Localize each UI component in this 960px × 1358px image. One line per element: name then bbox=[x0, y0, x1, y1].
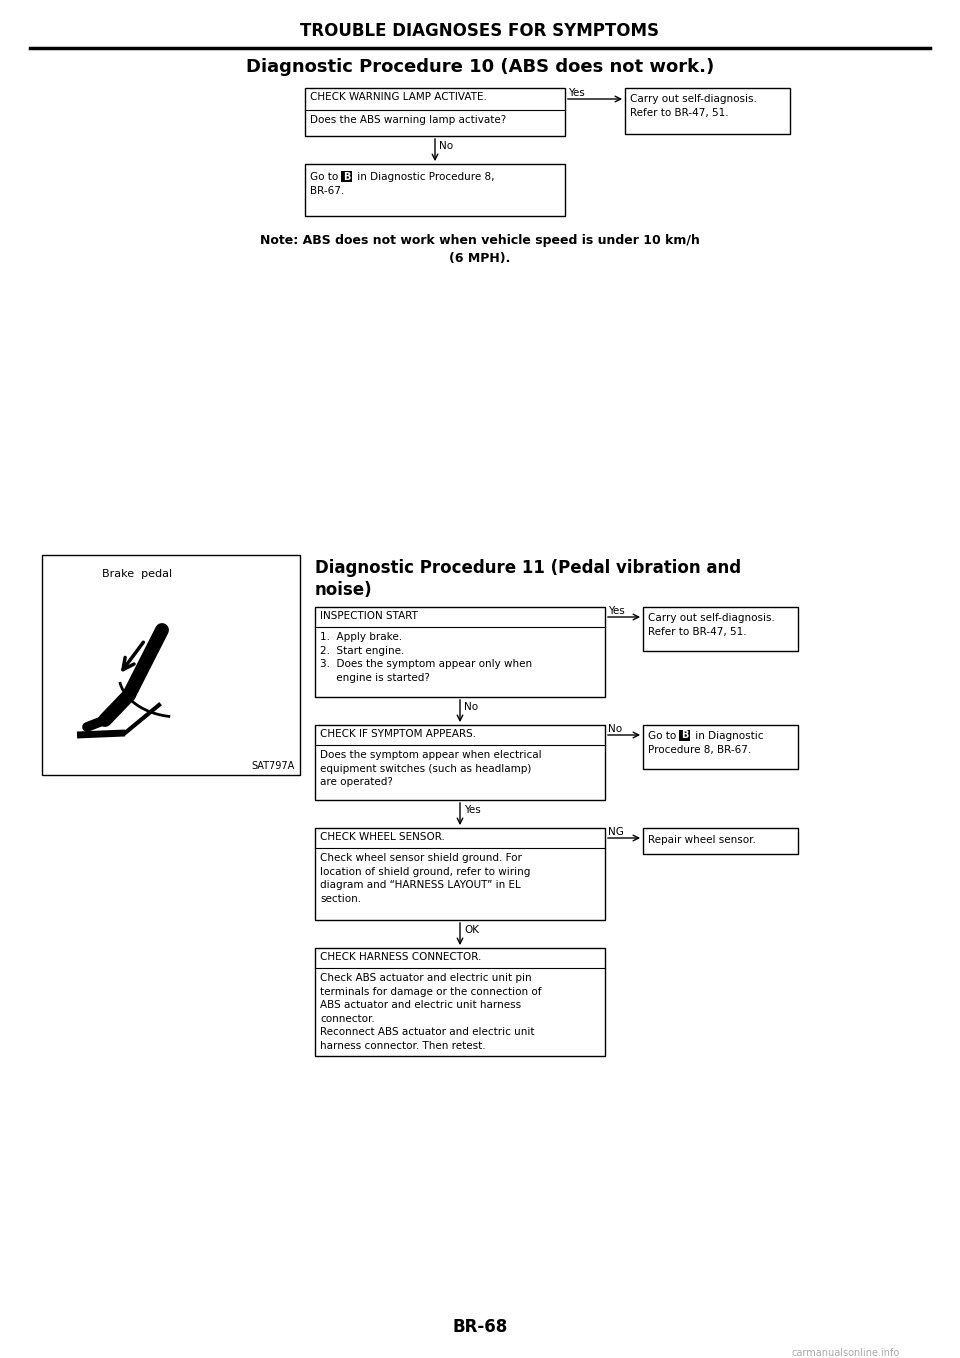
Text: OK: OK bbox=[464, 925, 479, 936]
Text: CHECK IF SYMPTOM APPEARS.: CHECK IF SYMPTOM APPEARS. bbox=[320, 729, 476, 739]
Text: CHECK WHEEL SENSOR.: CHECK WHEEL SENSOR. bbox=[320, 832, 444, 842]
Text: SAT797A: SAT797A bbox=[252, 760, 295, 771]
Text: in Diagnostic: in Diagnostic bbox=[692, 731, 763, 741]
Text: CHECK HARNESS CONNECTOR.: CHECK HARNESS CONNECTOR. bbox=[320, 952, 481, 961]
Text: BR-68: BR-68 bbox=[452, 1319, 508, 1336]
Text: CHECK WARNING LAMP ACTIVATE.: CHECK WARNING LAMP ACTIVATE. bbox=[310, 92, 487, 102]
Text: Go to: Go to bbox=[310, 172, 342, 182]
Text: Carry out self-diagnosis.
Refer to BR-47, 51.: Carry out self-diagnosis. Refer to BR-47… bbox=[648, 612, 775, 637]
Text: Yes: Yes bbox=[568, 88, 585, 98]
Text: B: B bbox=[681, 731, 688, 740]
Text: Diagnostic Procedure 10 (ABS does not work.): Diagnostic Procedure 10 (ABS does not wo… bbox=[246, 58, 714, 76]
Text: Brake  pedal: Brake pedal bbox=[102, 569, 172, 579]
Bar bbox=[679, 731, 690, 741]
Bar bbox=[625, 88, 790, 134]
Text: INSPECTION START: INSPECTION START bbox=[320, 611, 418, 621]
Text: Check wheel sensor shield ground. For
location of shield ground, refer to wiring: Check wheel sensor shield ground. For lo… bbox=[320, 853, 530, 904]
Text: carmanualsonline.info: carmanualsonline.info bbox=[792, 1348, 900, 1358]
Text: Check ABS actuator and electric unit pin
terminals for damage or the connection : Check ABS actuator and electric unit pin… bbox=[320, 972, 541, 1051]
Text: NG: NG bbox=[608, 827, 624, 837]
Bar bbox=[643, 725, 798, 769]
Bar bbox=[315, 828, 605, 919]
Text: Yes: Yes bbox=[464, 805, 481, 815]
Text: Repair wheel sensor.: Repair wheel sensor. bbox=[648, 835, 756, 845]
Bar bbox=[305, 88, 565, 136]
Bar bbox=[315, 948, 605, 1057]
Text: in Diagnostic Procedure 8,: in Diagnostic Procedure 8, bbox=[354, 172, 494, 182]
Text: B: B bbox=[343, 171, 350, 182]
Text: Yes: Yes bbox=[608, 606, 625, 617]
Text: Does the symptom appear when electrical
equipment switches (such as headlamp)
ar: Does the symptom appear when electrical … bbox=[320, 750, 541, 788]
Text: Diagnostic Procedure 11 (Pedal vibration and
noise): Diagnostic Procedure 11 (Pedal vibration… bbox=[315, 559, 741, 599]
Text: Carry out self-diagnosis.
Refer to BR-47, 51.: Carry out self-diagnosis. Refer to BR-47… bbox=[630, 94, 756, 118]
Text: No: No bbox=[608, 724, 622, 735]
Text: Go to: Go to bbox=[648, 731, 680, 741]
Bar bbox=[305, 164, 565, 216]
Bar bbox=[643, 607, 798, 650]
Text: Procedure 8, BR-67.: Procedure 8, BR-67. bbox=[648, 746, 752, 755]
Bar bbox=[643, 828, 798, 854]
Text: TROUBLE DIAGNOSES FOR SYMPTOMS: TROUBLE DIAGNOSES FOR SYMPTOMS bbox=[300, 22, 660, 39]
Bar bbox=[315, 725, 605, 800]
Text: 1.  Apply brake.
2.  Start engine.
3.  Does the symptom appear only when
     en: 1. Apply brake. 2. Start engine. 3. Does… bbox=[320, 631, 532, 683]
Text: Does the ABS warning lamp activate?: Does the ABS warning lamp activate? bbox=[310, 115, 506, 125]
Bar bbox=[341, 171, 352, 182]
Bar bbox=[315, 607, 605, 697]
Text: No: No bbox=[464, 702, 478, 712]
Text: BR-67.: BR-67. bbox=[310, 186, 345, 196]
Text: No: No bbox=[439, 141, 453, 151]
Text: Note: ABS does not work when vehicle speed is under 10 km/h
(6 MPH).: Note: ABS does not work when vehicle spe… bbox=[260, 234, 700, 265]
Bar bbox=[42, 555, 300, 775]
